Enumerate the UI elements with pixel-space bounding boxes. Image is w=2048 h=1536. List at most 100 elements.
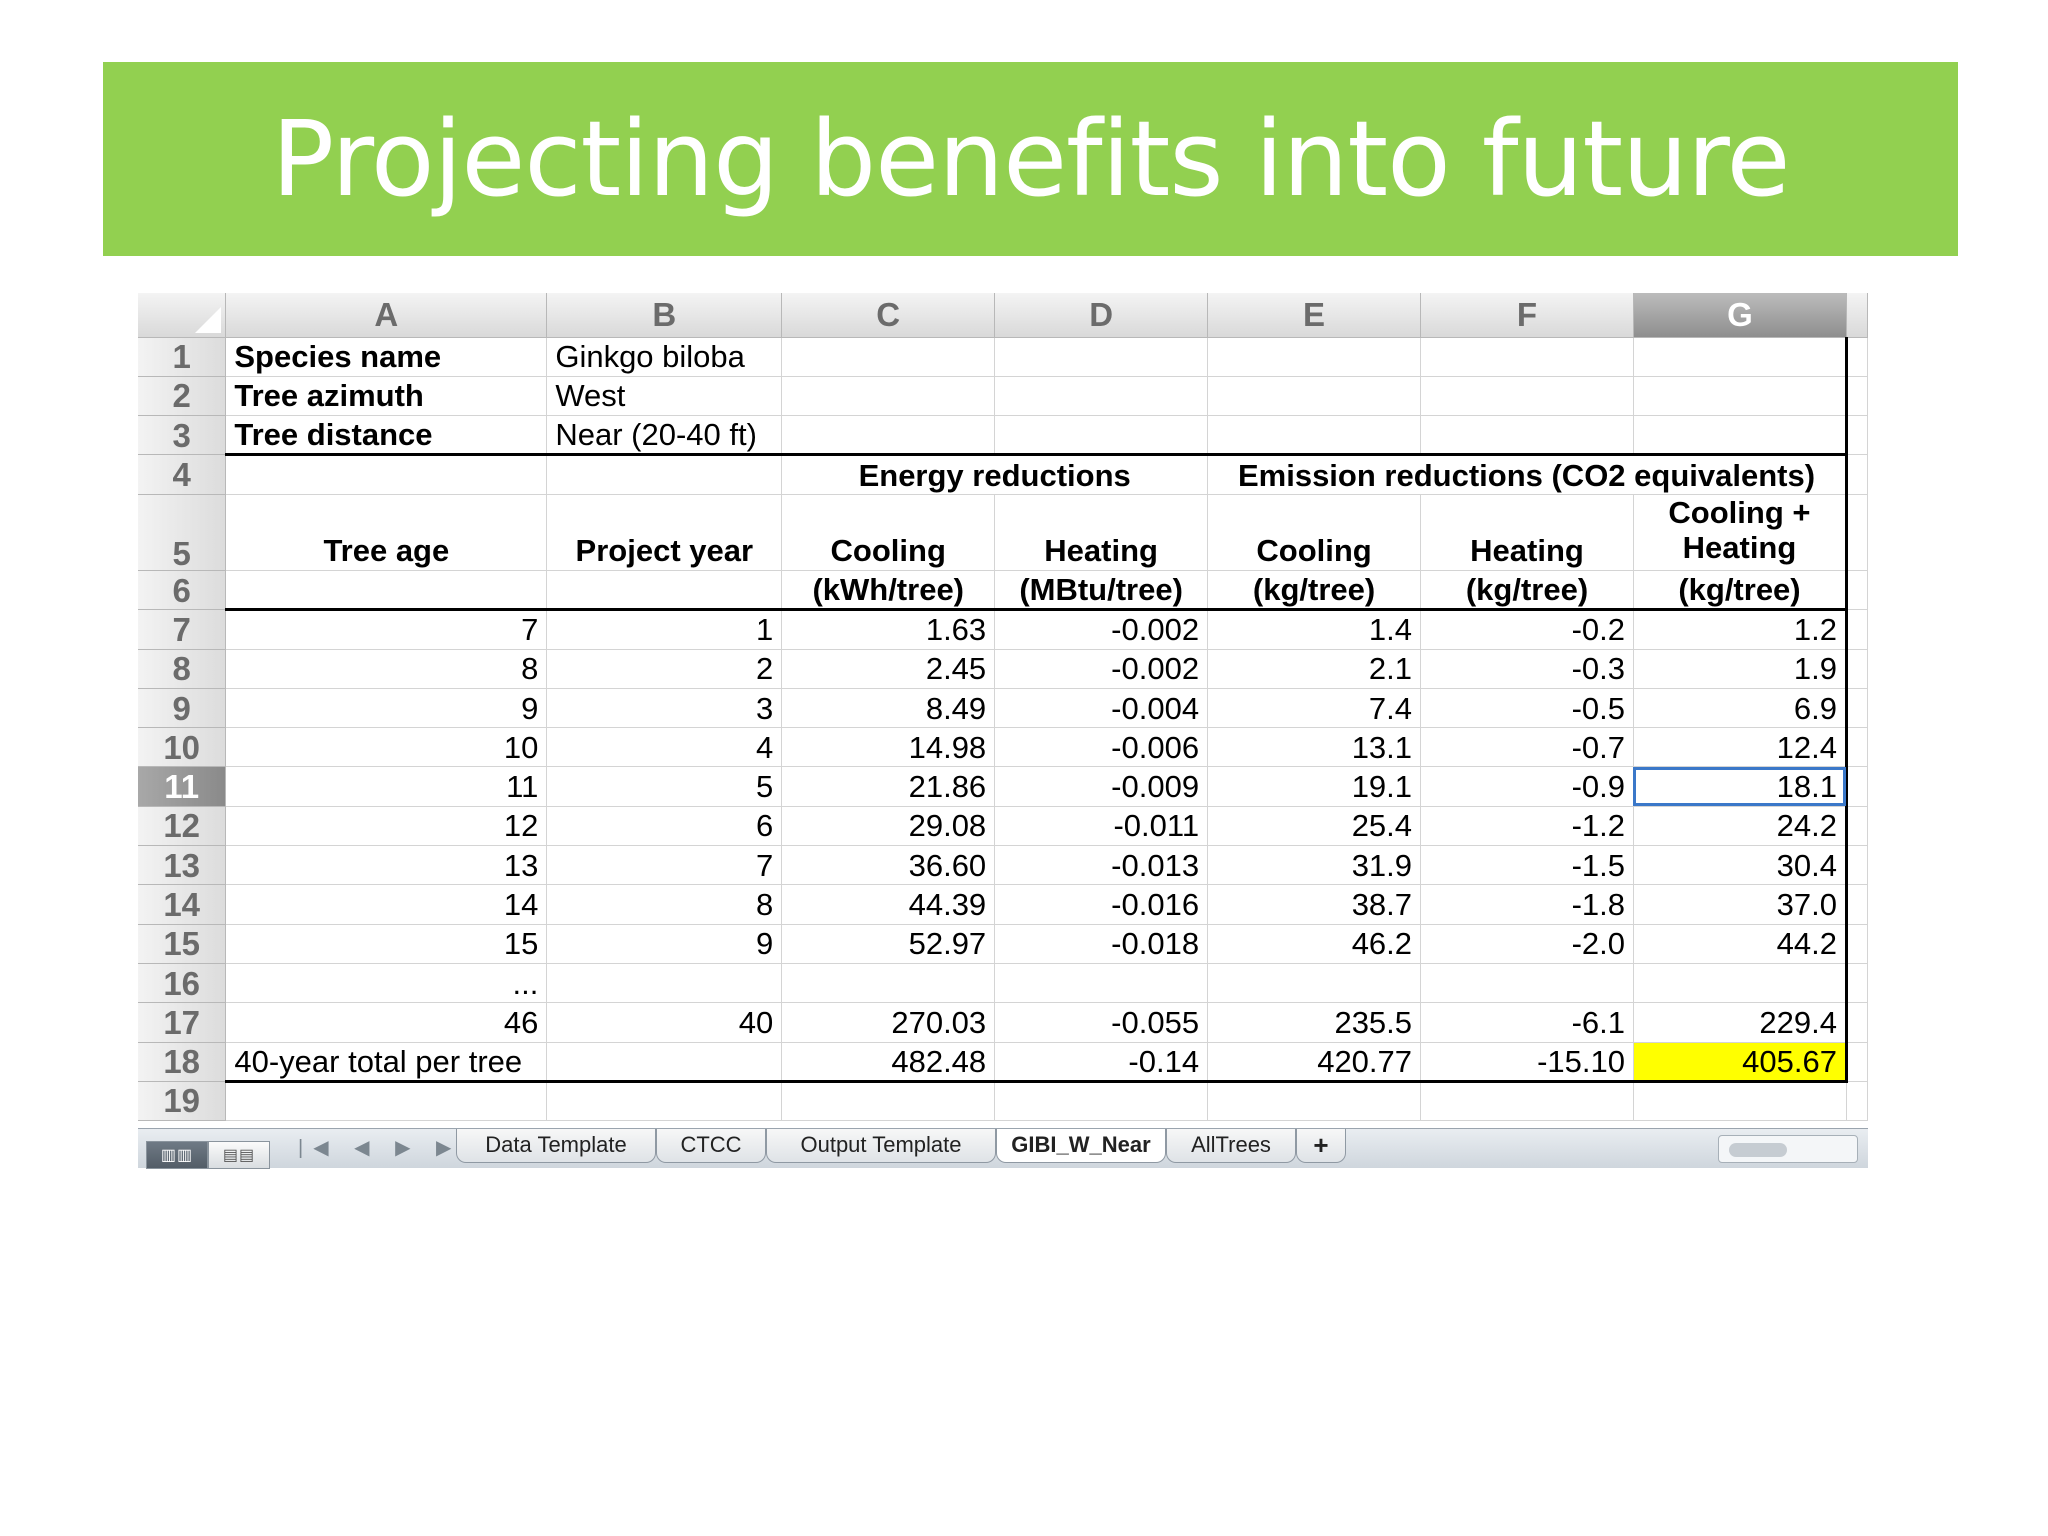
heating-cell[interactable]: -0.009: [994, 766, 1209, 807]
tab-output-template[interactable]: Output Template: [766, 1129, 996, 1163]
sheet-navigation-arrows[interactable]: |◀ ◀ ▶ ▶|: [298, 1137, 477, 1159]
cell[interactable]: [1846, 337, 1869, 377]
cell[interactable]: [1846, 1081, 1869, 1122]
emission-cooling-cell[interactable]: 13.1: [1207, 727, 1422, 768]
emission-cooling-cell[interactable]: 31.9: [1207, 845, 1422, 886]
row-header[interactable]: 19: [138, 1081, 227, 1122]
azimuth-value-cell[interactable]: West: [546, 376, 783, 417]
tree-age-cell[interactable]: 13: [225, 845, 548, 886]
cell[interactable]: [1633, 337, 1848, 377]
row-header[interactable]: 13: [138, 845, 227, 886]
emission-heating-header[interactable]: Heating: [1420, 494, 1634, 571]
emission-cooling-cell[interactable]: 1.4: [1207, 609, 1422, 650]
row-header[interactable]: 9: [138, 688, 227, 729]
emission-heating-unit-header[interactable]: (kg/tree): [1420, 570, 1634, 612]
azimuth-label-cell[interactable]: Tree azimuth: [225, 376, 548, 417]
cooling-cell[interactable]: 44.39: [781, 884, 996, 925]
row-header[interactable]: 15: [138, 924, 227, 964]
heating-cell[interactable]: -0.006: [994, 727, 1209, 768]
total-cell[interactable]: 1.9: [1633, 649, 1848, 689]
distance-value-cell[interactable]: Near (20-40 ft): [546, 415, 783, 457]
cell[interactable]: [1633, 415, 1848, 457]
total-cell[interactable]: 18.1: [1633, 766, 1848, 807]
heating-header[interactable]: Heating: [994, 494, 1209, 571]
project-year-cell[interactable]: 2: [546, 649, 783, 689]
cell[interactable]: [1846, 570, 1869, 611]
tab-gibi-w-near[interactable]: GIBI_W_Near: [996, 1129, 1166, 1163]
heating-cell[interactable]: -0.011: [994, 806, 1209, 847]
cooling-cell[interactable]: 29.08: [781, 806, 996, 847]
cell[interactable]: [1846, 963, 1869, 1004]
row-header[interactable]: 2: [138, 376, 227, 417]
heating-cell[interactable]: -0.013: [994, 845, 1209, 886]
tree-age-cell[interactable]: 12: [225, 806, 548, 847]
row-header[interactable]: 7: [138, 609, 227, 650]
emission-heating-cell[interactable]: -2.0: [1420, 924, 1634, 964]
tree-age-cell[interactable]: 11: [225, 766, 548, 807]
cell[interactable]: [781, 415, 996, 457]
cooling-cell[interactable]: [781, 963, 996, 1004]
total-cell[interactable]: [1633, 963, 1848, 1004]
emission-cooling-cell[interactable]: [1207, 963, 1422, 1004]
cell[interactable]: [1846, 806, 1869, 847]
column-header-b[interactable]: B: [546, 293, 783, 338]
project-year-cell[interactable]: 8: [546, 884, 783, 925]
cell[interactable]: [1846, 845, 1869, 886]
cooling-cell[interactable]: 14.98: [781, 727, 996, 768]
tree-age-cell[interactable]: 7: [225, 609, 548, 650]
page-layout-view-button[interactable]: ▤▤: [208, 1141, 270, 1169]
total-cell[interactable]: 12.4: [1633, 727, 1848, 768]
heating-cell[interactable]: -0.002: [994, 609, 1209, 650]
emission-heating-cell[interactable]: -6.1: [1420, 1002, 1634, 1043]
cell[interactable]: [1846, 766, 1869, 807]
heating-cell[interactable]: -0.004: [994, 688, 1209, 729]
cell[interactable]: [1207, 1081, 1422, 1122]
emission-heating-cell[interactable]: [1420, 963, 1634, 1004]
tree-age-header[interactable]: Tree age: [225, 494, 548, 571]
tree-age-cell[interactable]: 10: [225, 727, 548, 768]
total-heating-cell[interactable]: -0.14: [994, 1042, 1209, 1083]
row-header[interactable]: 6: [138, 570, 227, 611]
cell[interactable]: [1420, 415, 1634, 457]
tree-age-cell[interactable]: 15: [225, 924, 548, 964]
row-header[interactable]: 8: [138, 649, 227, 689]
cell[interactable]: [994, 337, 1209, 377]
total-cell[interactable]: 1.2: [1633, 609, 1848, 650]
row-header[interactable]: 16: [138, 963, 227, 1004]
cell[interactable]: [1846, 494, 1869, 571]
row-header[interactable]: 12: [138, 806, 227, 847]
cell[interactable]: [225, 454, 548, 495]
project-year-cell[interactable]: 9: [546, 924, 783, 964]
row-header[interactable]: 10: [138, 727, 227, 768]
emission-cooling-cell[interactable]: 25.4: [1207, 806, 1422, 847]
project-year-cell[interactable]: [546, 963, 783, 1004]
row-header[interactable]: 5: [138, 494, 227, 571]
emission-cooling-cell[interactable]: 7.4: [1207, 688, 1422, 729]
grand-total-cell[interactable]: 405.67: [1633, 1042, 1848, 1083]
row-header[interactable]: 17: [138, 1002, 227, 1043]
tab-data-template[interactable]: Data Template: [456, 1129, 656, 1163]
column-header-f[interactable]: F: [1420, 293, 1634, 338]
cell[interactable]: [1846, 609, 1869, 650]
project-year-cell[interactable]: 1: [546, 609, 783, 650]
heating-cell[interactable]: -0.016: [994, 884, 1209, 925]
horizontal-scrollbar[interactable]: [1718, 1135, 1858, 1163]
project-year-cell[interactable]: 5: [546, 766, 783, 807]
cell[interactable]: [1846, 649, 1869, 689]
emission-heating-cell[interactable]: -0.3: [1420, 649, 1634, 689]
cell[interactable]: [1420, 337, 1634, 377]
emission-cooling-cell[interactable]: 46.2: [1207, 924, 1422, 964]
column-header-h[interactable]: [1846, 293, 1869, 338]
column-header-a[interactable]: A: [225, 293, 548, 338]
cell[interactable]: [546, 570, 783, 612]
emission-reductions-header[interactable]: Emission reductions (CO2 equivalents): [1207, 454, 1848, 495]
cell[interactable]: [1633, 1081, 1847, 1122]
tree-age-cell[interactable]: 46: [225, 1002, 548, 1043]
cell[interactable]: [1633, 376, 1848, 417]
emission-heating-cell[interactable]: -1.2: [1420, 806, 1634, 847]
emission-cooling-unit-header[interactable]: (kg/tree): [1207, 570, 1422, 612]
cooling-cell[interactable]: 1.63: [781, 609, 996, 650]
emission-cooling-cell[interactable]: 2.1: [1207, 649, 1422, 689]
total-unit-header[interactable]: (kg/tree): [1633, 570, 1848, 612]
row-header[interactable]: 18: [138, 1042, 227, 1082]
